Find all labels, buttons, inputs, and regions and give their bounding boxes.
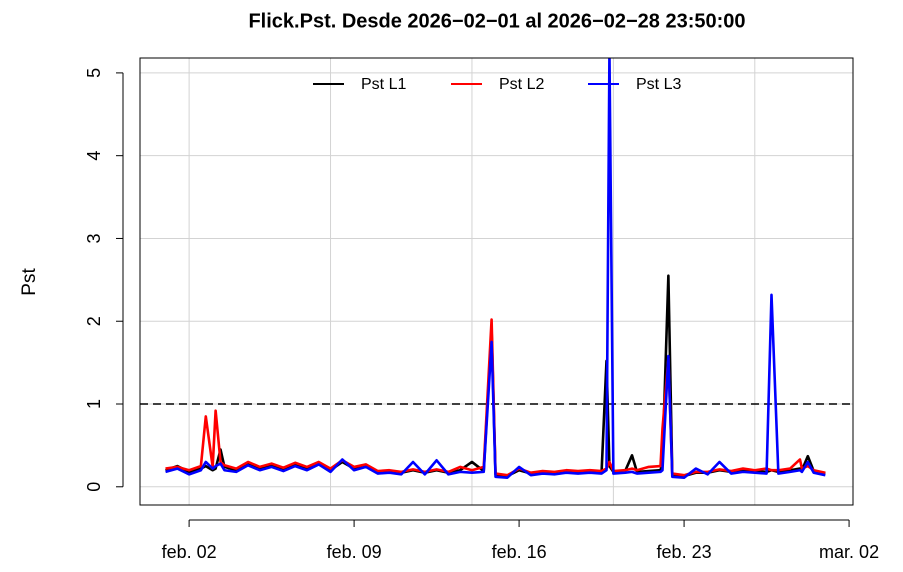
y-tick-label: 4 [84, 151, 104, 161]
x-tick-label: feb. 02 [162, 542, 217, 562]
x-tick-label: feb. 09 [327, 542, 382, 562]
y-axis-label: Pst [19, 268, 40, 296]
chart-title: Flick.Pst. Desde 2026−02−01 al 2026−02−2… [248, 10, 745, 32]
x-tick-label: feb. 16 [492, 542, 547, 562]
legend-label: Pst L2 [499, 76, 544, 93]
y-tick-label: 5 [84, 68, 104, 78]
y-tick-label: 3 [84, 233, 104, 243]
x-tick-label: mar. 02 [819, 542, 879, 562]
y-tick-label: 1 [84, 399, 104, 409]
plot-frame [139, 57, 854, 506]
legend-label: Pst L1 [361, 76, 406, 93]
y-tick-label: 0 [84, 482, 104, 492]
y-tick-label: 2 [84, 316, 104, 326]
x-tick-label: feb. 23 [657, 542, 712, 562]
series-line [165, 58, 826, 479]
legend-label: Pst L3 [636, 76, 681, 93]
